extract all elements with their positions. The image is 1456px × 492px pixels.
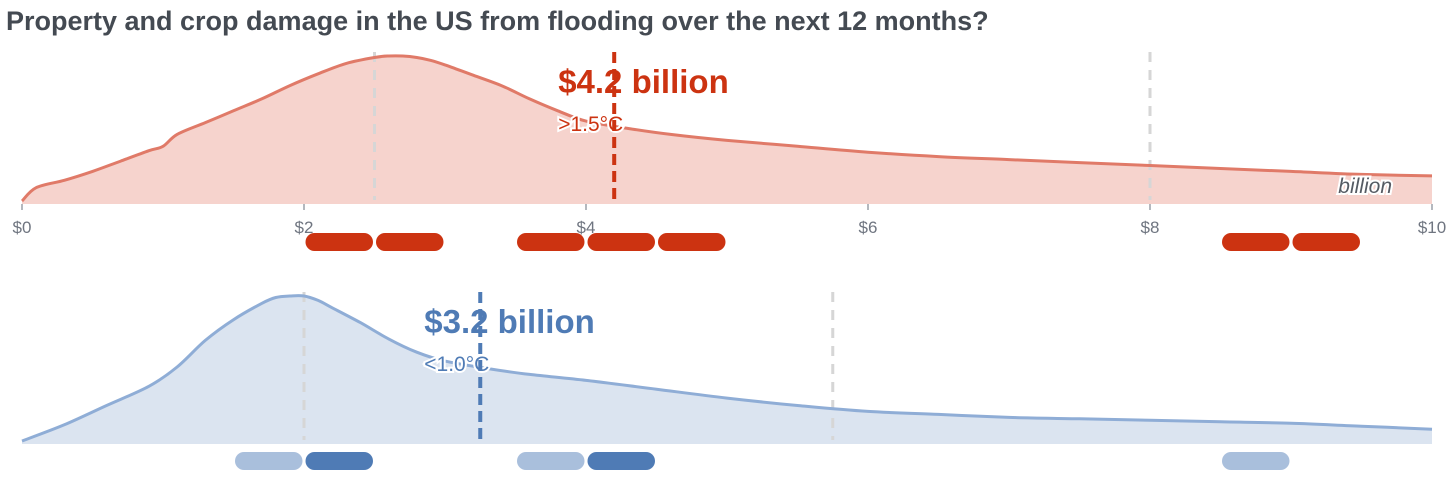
- panel-low-warming: $3.2 billion<1.0°C: [21, 292, 1433, 470]
- bin-bar: [305, 233, 373, 251]
- bin-bar: [235, 452, 303, 470]
- median-value-label: $3.2 billion: [424, 303, 595, 340]
- density-area: [22, 295, 1432, 444]
- bin-bar: [1222, 452, 1290, 470]
- bin-bar: [1222, 233, 1290, 251]
- x-tick-label: $0: [13, 218, 32, 237]
- x-tick-label: $6: [859, 218, 878, 237]
- bin-bar: [587, 233, 655, 251]
- bin-bar: [376, 233, 444, 251]
- unit-label: billion: [1338, 175, 1392, 198]
- density-curve: [20, 54, 1433, 203]
- panel-high-warming: billion $4.2 billion >1.5°C $0 $2 $4 $6 $8 $10: [13, 52, 1446, 251]
- scenario-label: >1.5°C: [558, 113, 623, 136]
- bin-bar: [658, 233, 726, 251]
- chart-title: Property and crop damage in the US from …: [6, 6, 989, 36]
- bin-bar: [517, 233, 585, 251]
- x-tick-label: $10: [1418, 218, 1446, 237]
- bin-bar: [305, 452, 373, 470]
- x-tick-label: $8: [1141, 218, 1160, 237]
- x-tick-label: $2: [295, 218, 314, 237]
- density-curve: [21, 294, 1433, 443]
- x-tick-label: $4: [577, 218, 596, 237]
- bin-bar: [587, 452, 655, 470]
- bin-bar: [517, 452, 585, 470]
- median-value-label: $4.2 billion: [558, 63, 729, 100]
- bin-bar: [1292, 233, 1360, 251]
